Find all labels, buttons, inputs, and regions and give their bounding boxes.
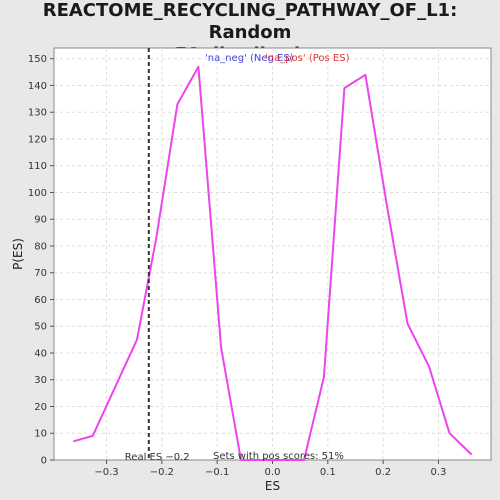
chart-title-line1: REACTOME_RECYCLING_PATHWAY_OF_L1: Random	[42, 0, 458, 43]
y-tick-label: 140	[28, 81, 47, 92]
x-tick-label: −0.3	[94, 467, 118, 478]
pos-es-legend: 'na_pos' (Pos ES)	[265, 53, 350, 64]
y-tick-label: 60	[34, 295, 47, 306]
y-tick-label: 120	[28, 134, 47, 145]
y-tick-label: 30	[34, 375, 47, 386]
y-tick-label: 20	[34, 402, 47, 413]
y-tick-label: 90	[34, 215, 47, 226]
y-tick-label: 0	[41, 456, 47, 467]
x-tick-label: 0.0	[265, 467, 281, 478]
x-tick-label: 0.1	[320, 467, 336, 478]
grid-layer	[54, 48, 491, 460]
pos-scores-label: Sets with pos scores: 51%	[213, 451, 344, 462]
y-axis-label: P(ES)	[11, 238, 25, 270]
x-tick-label: 0.3	[430, 467, 446, 478]
annotation-layer: 'na_neg' (Neg ES)'na_pos' (Pos ES) Real E…	[125, 48, 350, 463]
neg-es-legend: 'na_neg' (Neg ES)	[205, 53, 294, 64]
y-tick-label: 110	[28, 161, 47, 172]
x-tick-label: −0.1	[205, 467, 229, 478]
y-tick-label: 70	[34, 268, 47, 279]
y-tick-label: 130	[28, 108, 47, 119]
es-distribution-line	[73, 65, 473, 461]
y-tick-label: 80	[34, 241, 47, 252]
x-tick-label: −0.2	[150, 467, 174, 478]
y-tick-label: 100	[28, 188, 47, 199]
y-tick-label: 40	[34, 348, 47, 359]
real-es-label: Real ES −0.2	[125, 452, 190, 463]
y-tick-label: 50	[34, 322, 47, 333]
axes-layer: 0 10 20 30 40 50 60 70 80 90 100 110 120 130 140 150 −0.…	[28, 54, 446, 478]
x-axis-label: ES	[265, 479, 280, 493]
x-tick-label: 0.2	[375, 467, 391, 478]
y-tick-label: 10	[34, 429, 47, 440]
y-tick-label: 150	[28, 54, 47, 65]
series-layer	[73, 65, 473, 461]
